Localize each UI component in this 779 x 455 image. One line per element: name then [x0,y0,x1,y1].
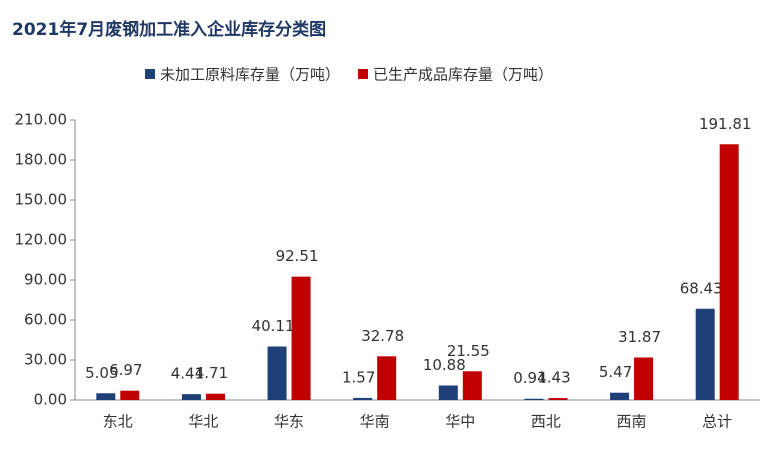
bar [548,398,568,400]
x-tick-label: 华东 [274,413,304,431]
bar [96,393,116,400]
chart-title: 2021年7月废钢加工准入企业库存分类图 [12,19,326,40]
value-label: 4.41 [171,365,204,383]
bar [695,308,715,400]
x-tick-label: 总计 [702,413,732,431]
value-label: 5.47 [599,363,632,381]
value-label: 32.78 [361,327,404,345]
bar [291,276,311,400]
x-tick-label: 西北 [531,413,561,431]
bar [181,394,201,400]
bar [462,371,482,400]
legend-swatch [358,69,369,79]
value-label: 1.57 [342,368,375,386]
y-tick-label: 30.00 [24,351,67,369]
y-tick-label: 90.00 [24,271,67,289]
x-tick-label: 西南 [617,413,647,431]
y-tick-label: 150.00 [15,191,68,209]
value-label: 0.94 [513,369,546,387]
value-label: 10.88 [423,356,466,374]
bar [267,346,287,400]
bar [120,390,140,400]
bar [524,398,544,400]
bar [205,393,225,400]
bar [610,392,630,400]
value-label: 31.87 [618,328,661,346]
value-label: 1.43 [537,369,570,387]
value-label: 40.11 [252,317,295,335]
legend-swatch [145,69,155,79]
bar [353,397,373,400]
bar [634,357,654,400]
x-tick-label: 华北 [188,413,218,431]
x-tick-label: 华南 [360,413,390,431]
y-tick-label: 0.00 [34,391,67,409]
y-tick-label: 60.00 [24,311,67,329]
value-label: 5.05 [85,364,118,382]
value-label: 92.51 [276,247,319,265]
legend-label: 已生产成品库存量（万吨） [373,66,553,84]
y-tick-label: 180.00 [15,151,68,169]
value-label: 68.43 [680,279,723,297]
x-tick-label: 东北 [103,413,133,431]
bar [719,144,739,400]
y-tick-label: 120.00 [15,231,68,249]
x-tick-label: 华中 [445,413,475,431]
bar [438,385,458,400]
value-label: 191.81 [699,115,752,133]
value-label: 21.55 [447,342,490,360]
y-tick-label: 210.00 [15,111,68,129]
value-label: 4.71 [195,364,228,382]
legend-label: 未加工原料库存量（万吨） [160,66,340,84]
bar [377,356,397,400]
value-label: 6.97 [109,361,142,379]
